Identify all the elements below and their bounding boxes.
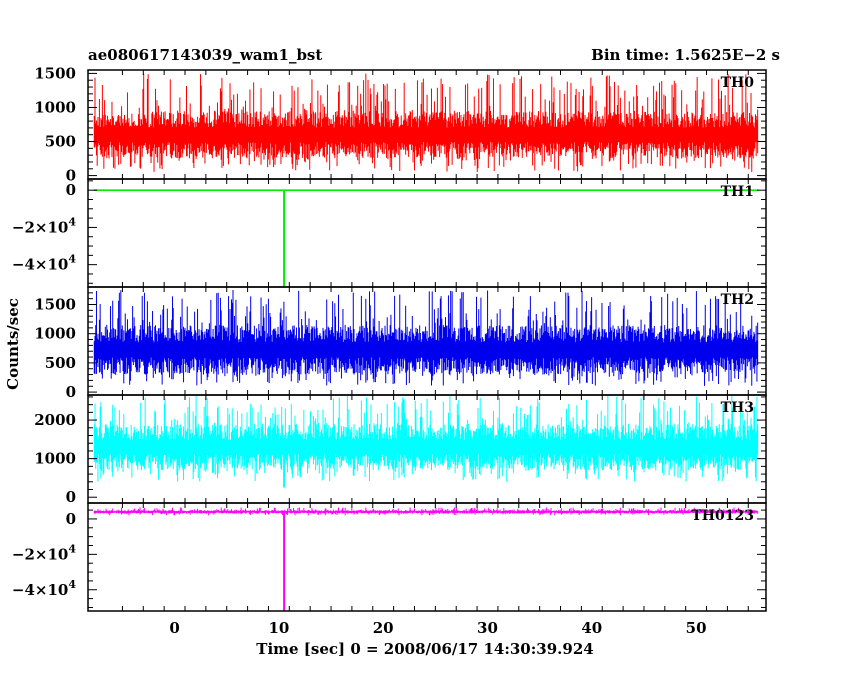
y-tick-label: 500 xyxy=(45,354,76,372)
chart-title: ae080617143039_wam1_bst xyxy=(88,46,322,64)
x-tick-label: 20 xyxy=(373,619,394,637)
panel-th0: 0 500 1000 1500 TH0 xyxy=(34,64,767,185)
panel-th2: 0 500 1000 1500 TH2 xyxy=(34,286,767,401)
panel-th0123: 0 −2×104 −4×104 TH0123 xyxy=(12,502,767,612)
panel-label: TH0123 xyxy=(691,508,754,524)
bin-time-label: Bin time: 1.5625E−2 s xyxy=(591,46,780,64)
y-tick-label: 0 xyxy=(66,383,76,401)
y-tick-label: 1500 xyxy=(34,296,76,314)
y-tick-label: −2×104 xyxy=(12,542,76,563)
y-tick-label: 0 xyxy=(66,510,76,528)
series-th3 xyxy=(93,395,759,482)
y-tick-label: 1000 xyxy=(34,98,76,116)
series-th0123 xyxy=(93,507,759,516)
y-tick-label: 1000 xyxy=(34,450,76,468)
y-tick-label: 0 xyxy=(66,181,76,199)
y-axis-title: Counts/sec xyxy=(4,298,22,390)
series-th0 xyxy=(93,73,759,173)
panel-label: TH3 xyxy=(721,400,754,416)
panel-frame xyxy=(87,178,767,288)
series-th2 xyxy=(93,290,759,386)
y-tick-label: 1000 xyxy=(34,325,76,343)
y-tick-label: 2000 xyxy=(34,411,76,429)
x-tick-label: 0 xyxy=(169,619,179,637)
y-tick-label: 0 xyxy=(66,488,76,506)
y-tick-label: −4×104 xyxy=(12,578,76,599)
panel-th1: 0 −2×104 −4×104 TH1 xyxy=(12,178,767,288)
panel-label: TH2 xyxy=(721,292,754,308)
panel-label: TH0 xyxy=(721,75,755,91)
x-tick-label: 10 xyxy=(268,619,289,637)
y-tick-label: 500 xyxy=(45,133,76,151)
x-tick-label: 50 xyxy=(686,619,707,637)
panel-th3: 0 1000 2000 TH3 xyxy=(34,394,767,506)
y-tick-label: −4×104 xyxy=(12,253,76,274)
series-th1 xyxy=(93,189,759,191)
x-tick-label: 30 xyxy=(477,619,498,637)
y-tick-label: 1500 xyxy=(34,64,76,82)
panels-layer: 050010001500TH00−2×104−4×104TH1050010001… xyxy=(12,64,767,637)
y-tick-label: 0 xyxy=(66,167,76,185)
panel-label: TH1 xyxy=(721,184,754,200)
x-tick-label: 40 xyxy=(581,619,602,637)
panel-frame xyxy=(87,502,767,612)
x-axis-title: Time [sec] 0 = 2008/06/17 14:30:39.924 xyxy=(256,640,593,658)
y-tick-label: −2×104 xyxy=(12,215,76,236)
